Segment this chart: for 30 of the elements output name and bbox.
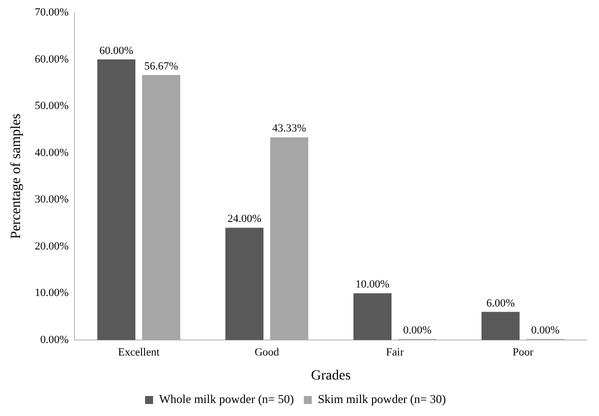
y-tick-label: 40.00% [34,146,69,159]
x-tick-label: Fair [386,346,404,358]
y-tick-label: 20.00% [34,240,69,252]
x-tick-label: Poor [512,346,534,358]
data-label: 6.00% [486,297,515,310]
x-tick-label: Excellent [118,346,160,358]
y-tick-label: 50.00% [34,100,69,112]
data-label: 0.00% [403,324,432,336]
data-label: 60.00% [99,44,134,57]
y-tick-label: 60.00% [34,53,69,66]
bar [225,228,264,340]
y-axis-title: Percentage of samples [9,114,24,239]
y-tick-label: 0.00% [40,334,69,346]
data-label: 56.67% [144,60,178,72]
legend-label: Whole milk powder (n= 50) [159,392,294,406]
bar [97,59,136,340]
bar [270,137,308,340]
y-tick-label: 30.00% [34,194,69,206]
data-label: 43.33% [272,122,306,135]
bar [353,293,392,340]
x-axis-title: Grades [311,368,351,384]
y-tick-label: 10.00% [34,287,69,300]
bar [142,74,180,340]
y-tick-label: 70.00% [34,6,69,18]
legend-label: Skim milk powder (n= 30) [318,392,446,406]
bar [482,312,520,340]
x-tick-label: Good [254,346,280,358]
data-label: 10.00% [356,278,390,291]
data-label: 0.00% [531,324,560,336]
data-label: 24.00% [227,213,262,226]
